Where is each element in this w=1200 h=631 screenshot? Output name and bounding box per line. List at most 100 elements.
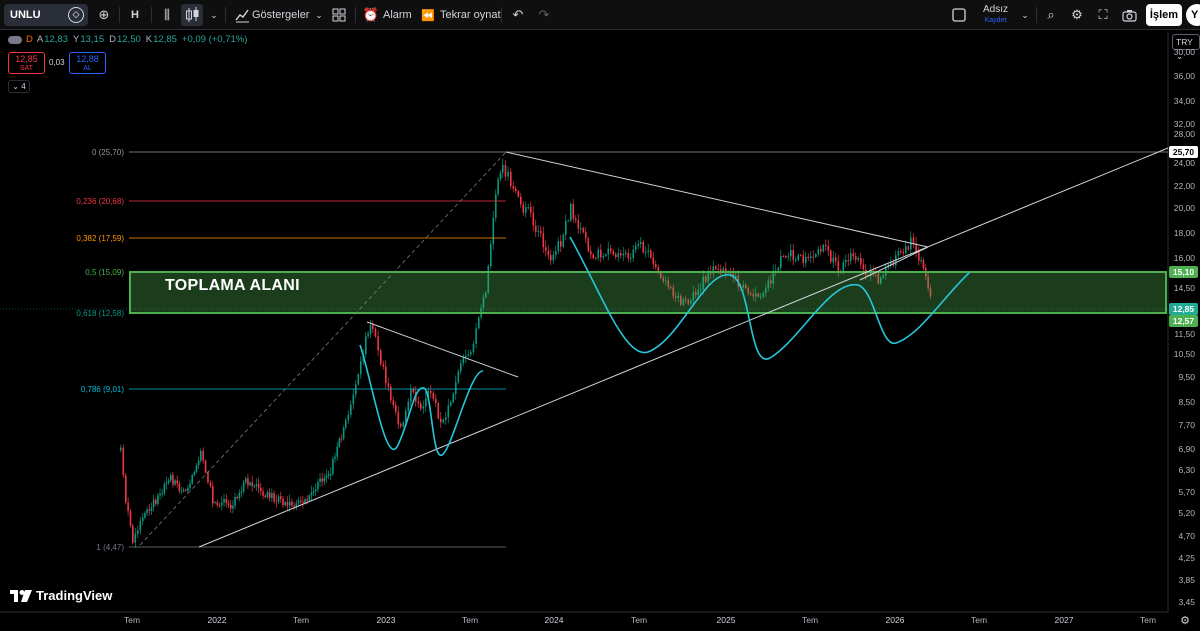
trade-button[interactable]: İşlem xyxy=(1146,4,1182,26)
sell-price: 12,85 xyxy=(15,54,38,64)
candle-body xyxy=(308,495,311,501)
search-icon[interactable]: ⌕ xyxy=(1047,7,1055,22)
price-tick: 20,00 xyxy=(1173,203,1195,213)
candle-body xyxy=(197,460,200,466)
price-tick: 4,25 xyxy=(1178,553,1195,563)
candle-body xyxy=(142,517,144,522)
chevron-down-icon[interactable]: ⌄ xyxy=(315,9,323,20)
candle-body xyxy=(390,386,392,401)
candle-body xyxy=(212,486,214,504)
indicators-icon[interactable] xyxy=(233,6,251,24)
redo-icon[interactable]: ↷ xyxy=(538,7,550,22)
gear-icon[interactable]: ⚙ xyxy=(1180,614,1190,627)
candle-body xyxy=(615,254,617,258)
time-tick: 2026 xyxy=(885,615,905,625)
candle-body xyxy=(155,499,157,504)
candle-body xyxy=(232,505,234,509)
candle-body xyxy=(780,255,782,268)
candle-body xyxy=(293,505,295,507)
candle-body xyxy=(247,478,249,486)
candle-body xyxy=(452,393,455,403)
candle-body xyxy=(268,492,271,499)
candle-body xyxy=(845,259,847,263)
add-symbol-icon[interactable]: ⊕ xyxy=(98,7,110,22)
candle-body xyxy=(295,503,298,507)
candle-type-button[interactable] xyxy=(181,4,203,26)
candle-body xyxy=(850,253,852,261)
candle-body xyxy=(722,268,725,272)
candle-body xyxy=(369,325,372,334)
candle-body xyxy=(712,266,715,274)
replay-button[interactable]: Tekrar oynat xyxy=(440,9,501,21)
open-value: 12,83 xyxy=(44,34,68,45)
trendline xyxy=(859,246,929,281)
candle-body xyxy=(602,255,605,258)
layout-name[interactable]: Adsız Kaydet xyxy=(983,0,1008,30)
gear-icon[interactable]: ⚙ xyxy=(1071,7,1083,22)
replay-icon[interactable]: ⏪ xyxy=(421,9,435,22)
timeframe-badge: D xyxy=(26,34,33,45)
time-tick: Tem xyxy=(1139,615,1157,625)
candle-body xyxy=(432,393,435,399)
candle-body xyxy=(715,266,717,270)
chevron-down-icon[interactable]: ⌄ xyxy=(1021,9,1029,20)
candle-body xyxy=(182,489,185,491)
series-visibility-toggle[interactable] xyxy=(8,35,22,44)
candle-body xyxy=(180,490,183,492)
candle-body xyxy=(815,254,817,258)
layout-grid-icon[interactable] xyxy=(330,6,348,24)
candle-body xyxy=(478,317,480,329)
candle-body xyxy=(735,275,737,278)
layout-square-icon[interactable] xyxy=(950,6,968,24)
candle-body xyxy=(652,257,655,265)
symbol-search[interactable]: UNLU ◇ xyxy=(4,4,88,26)
avatar[interactable]: Y xyxy=(1186,4,1200,26)
candle-body xyxy=(360,361,362,375)
buy-button[interactable]: 12,88 AL xyxy=(69,52,106,74)
candle-body xyxy=(642,241,645,253)
candle-body xyxy=(238,492,241,499)
candle-body xyxy=(687,300,690,304)
candle-body xyxy=(507,171,509,177)
candle-body xyxy=(214,502,216,504)
brand-name: TradingView xyxy=(36,588,113,603)
candle-body xyxy=(860,257,862,265)
camera-icon[interactable] xyxy=(1120,6,1138,24)
candle-body xyxy=(482,297,485,308)
chevron-down-icon[interactable]: ⌄ xyxy=(210,9,218,20)
alarm-clock-icon[interactable]: ⏰ xyxy=(362,7,380,22)
candle-body xyxy=(427,390,430,399)
close-value: 12,85 xyxy=(153,34,177,45)
candle-body xyxy=(144,513,146,518)
close-label: K xyxy=(145,34,153,45)
fullscreen-icon[interactable]: ⛶ xyxy=(1098,7,1108,22)
time-tick: Tem xyxy=(292,615,310,625)
candle-body xyxy=(242,482,245,492)
candle-body xyxy=(702,276,705,290)
bar-chart-icon[interactable]: ⫼ xyxy=(164,7,170,22)
high-value: 13,15 xyxy=(80,34,105,45)
candle-body xyxy=(830,250,832,263)
fib-label-0236: 0,236 (20,68) xyxy=(76,197,124,206)
candle-body xyxy=(832,257,835,263)
undo-icon[interactable]: ↶ xyxy=(512,7,524,22)
candle-body xyxy=(675,296,677,298)
price-tag-high: 25,70 xyxy=(1169,146,1198,158)
tradingview-logo-icon xyxy=(10,589,32,602)
candle-body xyxy=(580,228,582,230)
candle-body xyxy=(202,450,204,461)
time-tick: Tem xyxy=(970,615,988,625)
interval-button[interactable]: H xyxy=(131,9,139,21)
sell-button[interactable]: 12,85 SAT xyxy=(8,52,45,74)
indicators-button[interactable]: Göstergeler xyxy=(252,9,310,21)
symbol-settings-icon[interactable]: ◇ xyxy=(68,7,84,23)
candle-body xyxy=(920,260,922,262)
candle-body xyxy=(637,243,640,246)
candle-body xyxy=(762,293,765,297)
candle-body xyxy=(667,280,670,287)
indicators-collapse-button[interactable]: ⌄ 4 xyxy=(8,80,30,93)
alert-button[interactable]: Alarm xyxy=(383,9,412,21)
pattern-curve-2023 xyxy=(359,344,484,456)
time-tick: Tem xyxy=(461,615,479,625)
